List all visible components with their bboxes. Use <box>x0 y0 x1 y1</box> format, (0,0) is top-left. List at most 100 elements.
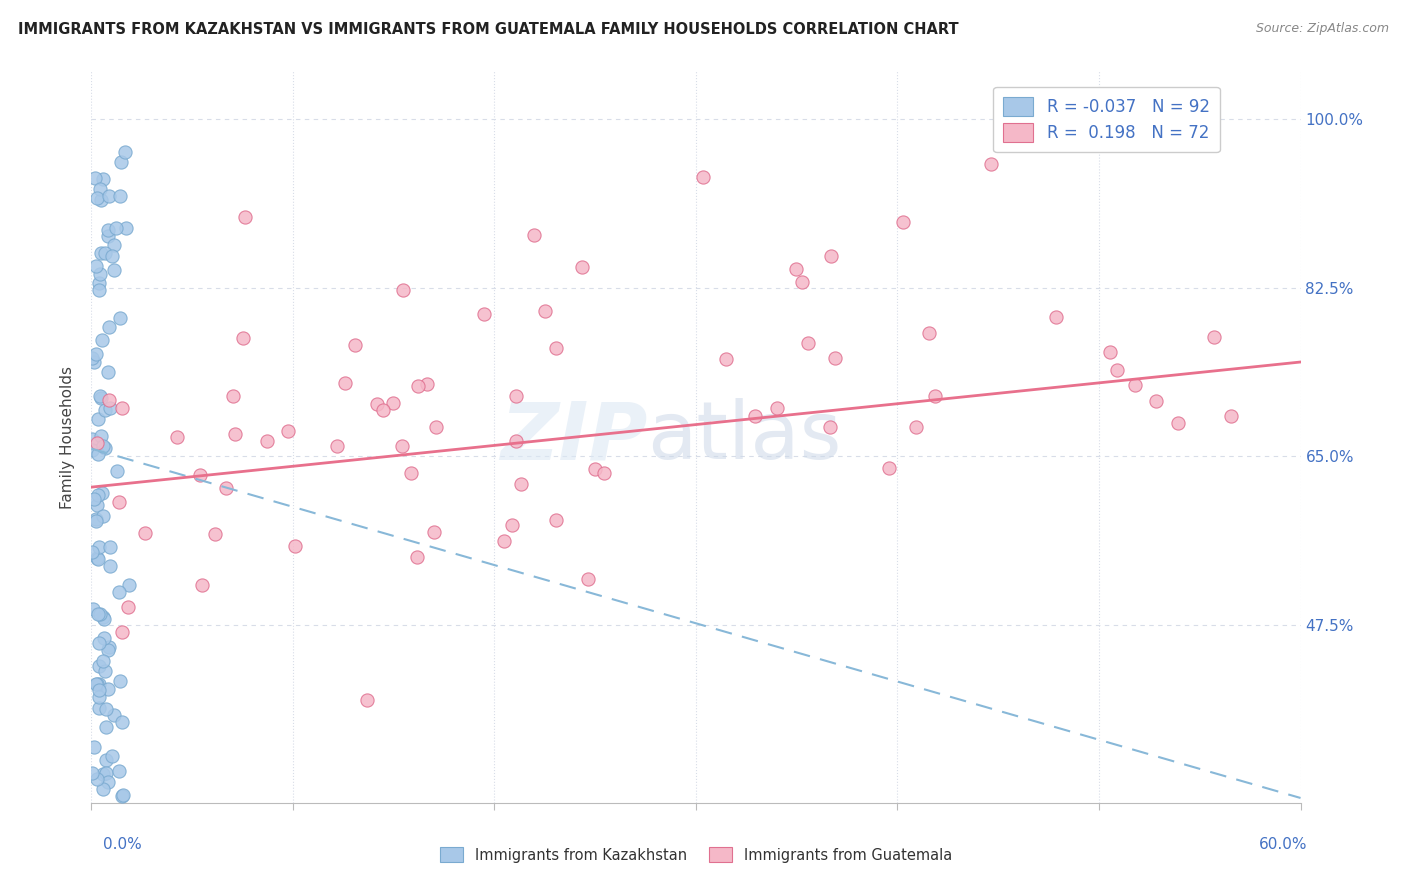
Point <box>117 578 139 592</box>
Point <box>86 191 108 205</box>
Point <box>89 389 111 403</box>
Point <box>326 439 349 453</box>
Point <box>111 789 134 803</box>
Point <box>366 397 388 411</box>
Point <box>90 246 112 260</box>
Point <box>91 654 114 668</box>
Point <box>110 155 132 169</box>
Point <box>824 351 846 366</box>
Point <box>86 551 108 566</box>
Point <box>89 541 111 555</box>
Point <box>1045 310 1067 324</box>
Point <box>108 310 131 325</box>
Point <box>82 544 104 558</box>
Point <box>425 420 447 434</box>
Point <box>766 401 789 416</box>
Point <box>94 441 117 455</box>
Point <box>87 607 110 621</box>
Point <box>93 403 115 417</box>
Text: IMMIGRANTS FROM KAZAKHSTAN VS IMMIGRANTS FROM GUATEMALA FAMILY HOUSEHOLDS CORREL: IMMIGRANTS FROM KAZAKHSTAN VS IMMIGRANTS… <box>18 22 959 37</box>
Point <box>472 307 495 321</box>
Point <box>93 611 115 625</box>
Point <box>904 420 927 434</box>
Point <box>98 319 121 334</box>
Point <box>97 365 120 379</box>
Text: ZIP: ZIP <box>501 398 648 476</box>
Point <box>284 540 307 554</box>
Point <box>82 443 104 458</box>
Point <box>96 223 118 237</box>
Point <box>891 215 914 229</box>
Point <box>382 396 405 410</box>
Point <box>423 524 446 539</box>
Point <box>91 509 114 524</box>
Point <box>571 260 593 275</box>
Point <box>82 432 104 446</box>
Point <box>406 550 429 565</box>
Point <box>86 436 108 450</box>
Point <box>83 740 105 755</box>
Point <box>98 558 121 573</box>
Point <box>83 491 105 506</box>
Point <box>82 766 104 780</box>
Point <box>94 701 117 715</box>
Point <box>97 775 120 789</box>
Point <box>406 378 429 392</box>
Point <box>87 636 110 650</box>
Point <box>235 210 257 224</box>
Point <box>115 220 138 235</box>
Point <box>820 249 842 263</box>
Point <box>90 391 112 405</box>
Point <box>111 401 134 416</box>
Point <box>86 677 108 691</box>
Text: Source: ZipAtlas.com: Source: ZipAtlas.com <box>1256 22 1389 36</box>
Point <box>190 578 212 592</box>
Point <box>117 599 139 614</box>
Point <box>98 540 121 554</box>
Point <box>221 389 243 403</box>
Point <box>84 259 107 273</box>
Point <box>87 276 110 290</box>
Point <box>501 517 523 532</box>
Point <box>583 462 606 476</box>
Point <box>89 690 111 705</box>
Point <box>343 338 366 352</box>
Point <box>356 693 378 707</box>
Point <box>84 347 107 361</box>
Point <box>97 643 120 657</box>
Point <box>87 658 110 673</box>
Point <box>90 429 112 443</box>
Point <box>96 720 118 734</box>
Point <box>86 499 108 513</box>
Point <box>924 389 946 403</box>
Point <box>134 525 156 540</box>
Point <box>86 772 108 786</box>
Point <box>103 238 125 252</box>
Point <box>111 789 134 803</box>
Point <box>231 331 253 345</box>
Point <box>93 245 115 260</box>
Point <box>108 585 131 599</box>
Point <box>87 551 110 566</box>
Point <box>505 389 527 403</box>
Legend: Immigrants from Kazakhstan, Immigrants from Guatemala: Immigrants from Kazakhstan, Immigrants f… <box>434 841 957 869</box>
Point <box>877 460 900 475</box>
Point <box>91 333 114 347</box>
Point <box>790 275 813 289</box>
Point <box>371 402 394 417</box>
Point <box>980 157 1002 171</box>
Point <box>108 674 131 689</box>
Point <box>416 377 439 392</box>
Point <box>533 304 555 318</box>
Point <box>98 393 121 408</box>
Point <box>492 534 515 549</box>
Point <box>91 609 114 624</box>
Point <box>91 439 114 453</box>
Point <box>83 355 105 369</box>
Point <box>188 467 211 482</box>
Point <box>399 467 422 481</box>
Point <box>335 376 357 390</box>
Point <box>103 263 125 277</box>
Point <box>96 754 118 768</box>
Point <box>94 664 117 678</box>
